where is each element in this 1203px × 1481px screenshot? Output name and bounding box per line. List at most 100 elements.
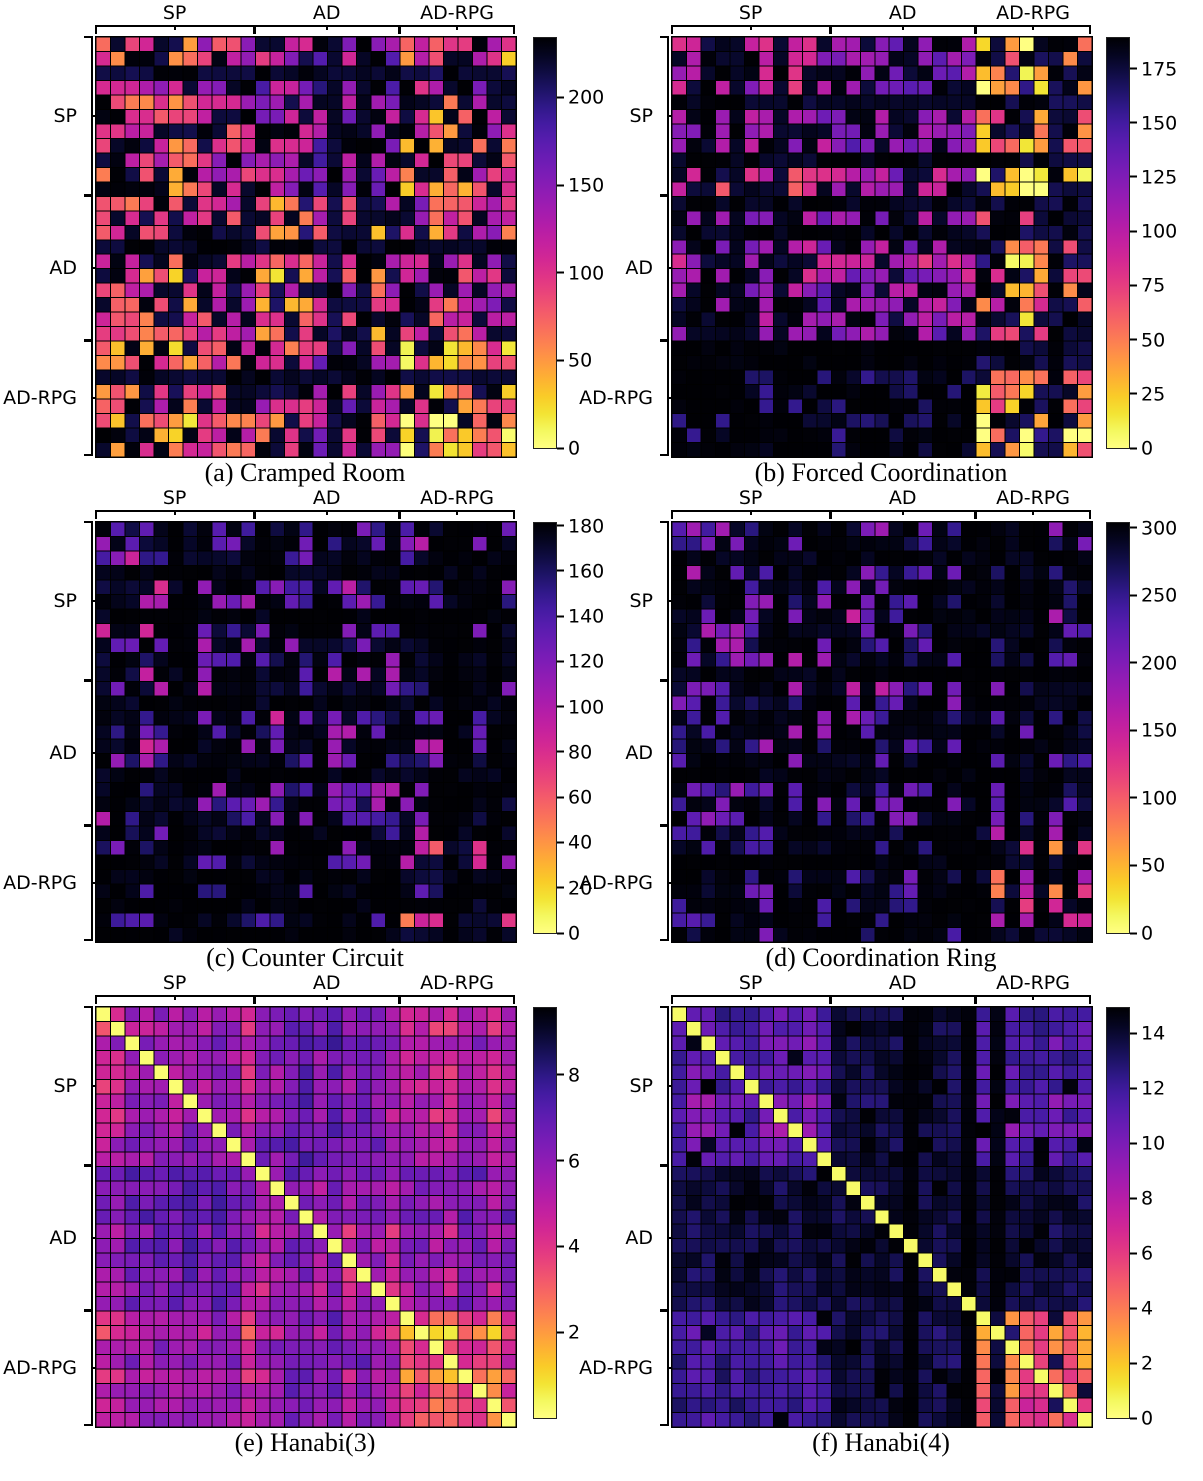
bracket-divider: [84, 1308, 93, 1312]
colorbar-tick-3: 60: [557, 786, 593, 809]
tick-label: 0: [568, 437, 581, 460]
bracket-divider: [973, 995, 977, 1004]
bracket-center-tick: [901, 25, 904, 30]
tick-mark: [557, 932, 564, 934]
y-group-label-1: AD: [49, 256, 77, 279]
tick-mark: [1130, 121, 1137, 124]
y-axis-bracket: [659, 521, 674, 941]
bracket-endcap: [84, 1006, 93, 1008]
heatmap-matrix-b[interactable]: [671, 36, 1093, 458]
bracket-bar: [91, 36, 93, 456]
x-axis-bracket: [671, 510, 1091, 520]
tick-mark: [557, 886, 564, 889]
tick-mark: [1130, 392, 1137, 395]
tick-label: 100: [1141, 220, 1178, 243]
bracket-center-tick: [173, 25, 176, 30]
y-axis-bracket: [83, 1006, 98, 1426]
bracket-divider: [84, 193, 93, 197]
x-axis-bracket: [95, 25, 515, 35]
tick-mark: [1130, 1142, 1137, 1145]
bracket-divider: [660, 1308, 669, 1312]
colorbar-b: 0 25 50 75 100 125 150 175: [1106, 37, 1177, 458]
colorbar-c: 0 20 40 60 80 100 120 140 160 180: [533, 517, 604, 943]
x-group-label-0: SP: [738, 487, 763, 509]
x-group-label-1: AD: [312, 972, 341, 994]
tick-mark: [557, 796, 564, 799]
bracket-endcap: [84, 36, 93, 38]
tick-mark: [557, 615, 564, 618]
panel-caption-a: (a) Cramped Room: [204, 458, 406, 487]
tick-label: 4: [568, 1235, 581, 1258]
tick-label: 100: [1141, 787, 1178, 810]
tick-label: 60: [568, 786, 593, 809]
y-group-label-0: SP: [629, 589, 653, 612]
heatmap-matrix-d[interactable]: [671, 521, 1093, 943]
y-group-label-1: AD: [625, 256, 653, 279]
heatmap-canvas: [96, 37, 516, 457]
tick-mark: [1130, 1032, 1137, 1035]
bracket-endcap: [513, 25, 515, 34]
bracket-center-tick: [325, 25, 328, 30]
tick-mark: [557, 271, 564, 274]
bracket-center-tick: [1032, 25, 1035, 30]
heatmap-matrix-a[interactable]: [95, 36, 517, 458]
bracket-center-tick: [173, 995, 176, 1000]
colorbar-tick-2: 100: [557, 264, 604, 283]
tick-label: 0: [1141, 437, 1154, 460]
heatmap-matrix-e[interactable]: [95, 1006, 517, 1428]
colorbar-tick-5: 250: [1130, 586, 1177, 606]
colorbar-tick-4: 80: [557, 743, 592, 762]
heatmap-matrix-f[interactable]: [671, 1006, 1093, 1428]
colorbar-f: 0 2 4 6 8 10 12 14: [1106, 1007, 1165, 1428]
y-group-label-0: SP: [629, 104, 653, 127]
heatmap-canvas: [672, 522, 1092, 942]
x-axis-group-labels: SP AD AD-RPG: [671, 972, 1091, 994]
bracket-endcap: [84, 1424, 93, 1426]
x-group-label-2: AD-RPG: [996, 487, 1070, 509]
colorbar-tick-1: 2: [1130, 1352, 1154, 1375]
tick-label: 180: [568, 515, 605, 538]
tick-label: 200: [1141, 652, 1178, 675]
colorbar-tick-1: 4: [557, 1235, 581, 1258]
tick-label: 150: [568, 174, 605, 197]
tick-mark: [1130, 1362, 1137, 1365]
tick-mark: [557, 705, 564, 708]
bracket-endcap: [671, 995, 673, 1004]
panel-caption-e: (e) Hanabi(3): [234, 1428, 376, 1457]
bracket-endcap: [95, 25, 97, 34]
y-group-label-0: SP: [53, 104, 77, 127]
tick-label: 40: [568, 831, 593, 854]
x-group-label-0: SP: [162, 2, 187, 24]
tick-label: 120: [568, 650, 605, 673]
tick-label: 14: [1141, 1022, 1166, 1045]
tick-label: 6: [568, 1150, 581, 1172]
tick-label: 2: [1141, 1352, 1154, 1375]
colorbar-tick-3: 8: [557, 1066, 580, 1085]
tick-mark: [557, 569, 564, 572]
bracket-center-tick: [749, 995, 752, 1000]
tick-label: 150: [1141, 112, 1178, 135]
tick-mark: [1130, 932, 1137, 934]
bracket-center-tick: [901, 995, 904, 1000]
x-group-label-0: SP: [162, 972, 187, 994]
tick-mark: [1130, 1417, 1137, 1419]
tick-mark: [557, 1159, 564, 1162]
tick-label: 200: [568, 86, 605, 109]
x-axis-bracket: [95, 995, 515, 1005]
y-group-label-2: AD-RPG: [579, 1357, 653, 1380]
y-group-label-0: SP: [53, 589, 77, 612]
tick-label: 2: [568, 1321, 581, 1344]
bracket-divider: [397, 995, 401, 1004]
tick-mark: [557, 447, 564, 449]
tick-mark: [1130, 729, 1137, 732]
colorbar-tick-4: 100: [1130, 220, 1178, 243]
bracket-endcap: [84, 521, 93, 523]
colorbar-tick-6: 120: [557, 650, 605, 673]
x-group-label-2: AD-RPG: [420, 487, 494, 509]
heatmap-matrix-c[interactable]: [95, 521, 517, 943]
colorbar-gradient: [1106, 522, 1130, 934]
panel-caption-c: (c) Counter Circuit: [206, 943, 404, 972]
bracket-endcap: [660, 1006, 669, 1008]
tick-label: 10: [1141, 1132, 1166, 1155]
bracket-endcap: [513, 995, 515, 1004]
